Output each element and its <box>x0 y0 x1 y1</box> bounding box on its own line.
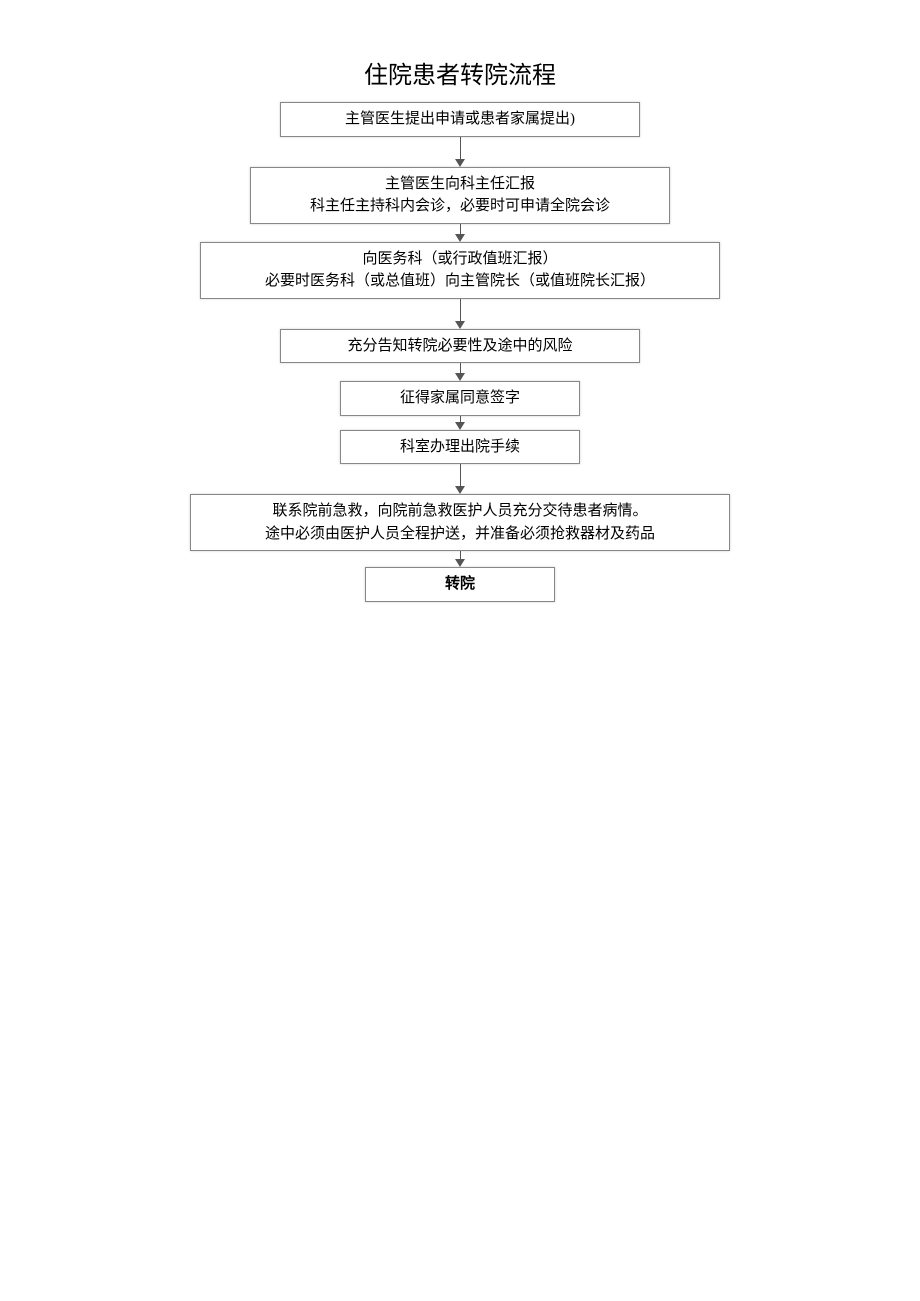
arrow-head-icon <box>455 234 465 242</box>
flow-node-4: 充分告知转院必要性及途中的风险 <box>280 329 640 364</box>
arrow-head-icon <box>455 321 465 329</box>
flow-node-final: 转院 <box>365 567 555 602</box>
node-text: 科室办理出院手续 <box>351 436 569 459</box>
node-text: 途中必须由医护人员全程护送，并准备必须抢救器材及药品 <box>201 523 719 546</box>
arrow-line <box>460 363 461 373</box>
node-text: 转院 <box>376 573 544 596</box>
flow-arrow <box>455 299 465 329</box>
flow-node-5: 征得家属同意签字 <box>340 381 580 416</box>
flow-arrow <box>455 363 465 381</box>
flow-node-2: 主管医生向科主任汇报 科主任主持科内会诊，必要时可申请全院会诊 <box>250 167 670 224</box>
flow-node-7: 联系院前急救，向院前急救医护人员充分交待患者病情。 途中必须由医护人员全程护送，… <box>190 494 730 551</box>
flow-arrow <box>455 224 465 242</box>
node-text: 充分告知转院必要性及途中的风险 <box>291 335 629 358</box>
arrow-head-icon <box>455 559 465 567</box>
flow-arrow <box>455 416 465 430</box>
node-text: 征得家属同意签字 <box>351 387 569 410</box>
arrow-head-icon <box>455 159 465 167</box>
flow-arrow <box>455 551 465 567</box>
node-text: 向医务科（或行政值班汇报） <box>211 248 709 271</box>
arrow-line <box>460 137 461 159</box>
diagram-title: 住院患者转院流程 <box>0 55 920 90</box>
node-text: 科主任主持科内会诊，必要时可申请全院会诊 <box>261 195 659 218</box>
node-text: 联系院前急救，向院前急救医护人员充分交待患者病情。 <box>201 500 719 523</box>
arrow-head-icon <box>455 422 465 430</box>
flow-node-3: 向医务科（或行政值班汇报） 必要时医务科（或总值班）向主管院长（或值班院长汇报） <box>200 242 720 299</box>
flow-node-1: 主管医生提出申请或患者家属提出) <box>280 102 640 137</box>
node-text: 必要时医务科（或总值班）向主管院长（或值班院长汇报） <box>211 270 709 293</box>
flow-arrow <box>455 137 465 167</box>
arrow-head-icon <box>455 373 465 381</box>
flowchart-container: 主管医生提出申请或患者家属提出) 主管医生向科主任汇报 科主任主持科内会诊，必要… <box>0 102 920 602</box>
flow-node-6: 科室办理出院手续 <box>340 430 580 465</box>
node-text: 主管医生提出申请或患者家属提出) <box>291 108 629 131</box>
arrow-head-icon <box>455 486 465 494</box>
arrow-line <box>460 464 461 486</box>
arrow-line <box>460 551 461 559</box>
arrow-line <box>460 299 461 321</box>
arrow-line <box>460 224 461 234</box>
node-text: 主管医生向科主任汇报 <box>261 173 659 196</box>
flow-arrow <box>455 464 465 494</box>
